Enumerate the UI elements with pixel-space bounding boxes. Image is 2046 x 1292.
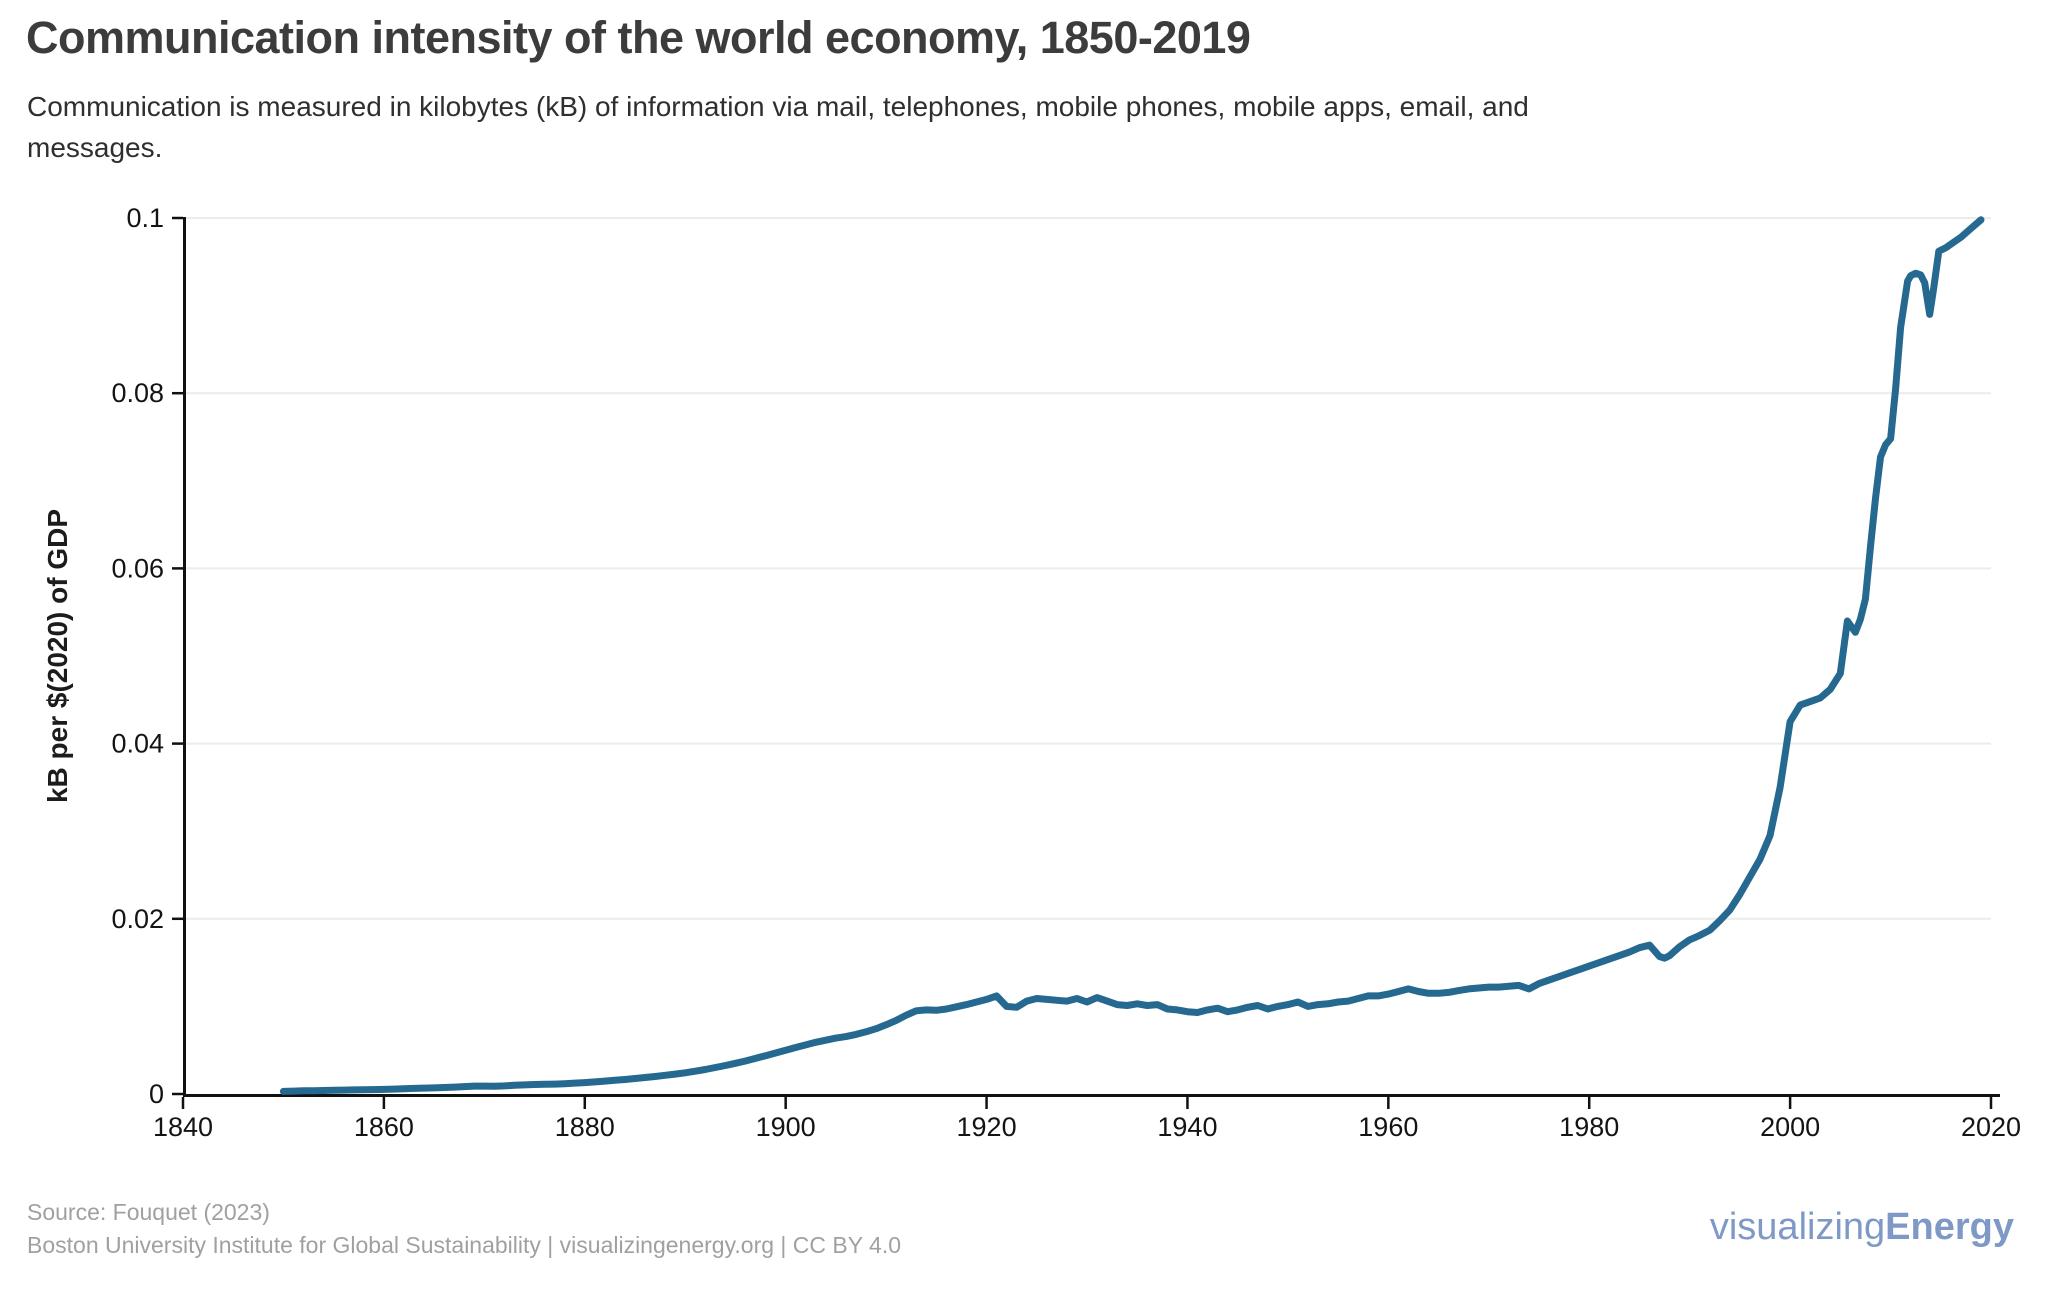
series-line	[279, 216, 1985, 1095]
chart-subtitle-line1: Communication is measured in kilobytes (…	[27, 91, 1529, 122]
logo-regular-text: visualizing	[1709, 1206, 1886, 1248]
visualizing-energy-logo: visualizingEnergy	[1710, 1206, 2014, 1249]
x-tick-label: 1840	[153, 1112, 213, 1142]
y-tick-label: 0	[149, 1079, 164, 1109]
page-title: Communication intensity of the world eco…	[26, 12, 1251, 63]
chart-subtitle: Communication is measured in kilobytes (…	[27, 86, 1529, 168]
logo-bold-text: Energy	[1885, 1206, 2014, 1248]
y-tick-label: 0.06	[111, 553, 164, 583]
chart-subtitle-line2: messages.	[27, 132, 163, 163]
x-tick-label: 1860	[354, 1112, 414, 1142]
x-tick-label: 1980	[1559, 1112, 1619, 1142]
x-tick-label: 2000	[1760, 1112, 1820, 1142]
x-tick-label: 1940	[1157, 1112, 1217, 1142]
attribution-line: Boston University Institute for Global S…	[27, 1232, 902, 1258]
y-tick-label: 0.02	[111, 904, 164, 934]
y-tick-label: 0.1	[126, 203, 164, 233]
x-tick-label: 1900	[756, 1112, 816, 1142]
y-tick-label: 0.08	[111, 378, 164, 408]
chart-footer: Source: Fouquet (2023) Boston University…	[27, 1196, 901, 1262]
x-tick-label: 1960	[1358, 1112, 1418, 1142]
y-tick-label: 0.04	[111, 729, 164, 759]
x-tick-label: 1920	[957, 1112, 1017, 1142]
x-tick-label: 1880	[555, 1112, 615, 1142]
x-tick-label: 2020	[1961, 1112, 2021, 1142]
source-line: Source: Fouquet (2023)	[27, 1199, 270, 1225]
